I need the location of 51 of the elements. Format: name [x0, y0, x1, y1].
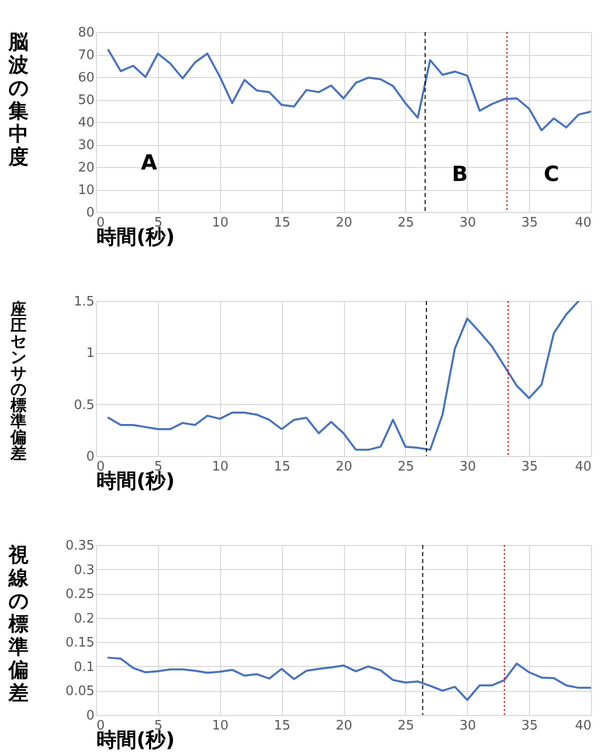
y-tick-label: 30 [78, 138, 94, 153]
y-tick-label: 0 [86, 206, 94, 220]
x-tick-label: 40 [574, 460, 592, 474]
x-tick-label: 25 [398, 718, 414, 734]
annotation: B [452, 162, 468, 186]
x-tick-label: 35 [521, 216, 538, 230]
x-tick-label: 25 [398, 460, 414, 474]
annotation: A [140, 150, 158, 174]
y-tick-label: 50 [78, 93, 94, 108]
x-tick-label: 40 [574, 216, 592, 230]
x-tick-label: 10 [212, 460, 229, 474]
y-tick-label: 0.1 [74, 660, 94, 675]
y-tick-label: 10 [78, 183, 94, 198]
line-series [107, 49, 591, 132]
y-tick-label: 0.35 [66, 538, 94, 554]
text: 座圧センサの標準偏差 [10, 300, 26, 462]
y-tick-label: 0 [86, 708, 94, 724]
y-tick-label: 0.15 [66, 636, 94, 651]
y-tick-label: 20 [78, 160, 94, 176]
x-tick-label: 15 [274, 718, 290, 734]
y-tick-label: 0.05 [66, 684, 94, 700]
y-tick-label: 0.25 [66, 587, 94, 602]
y-tick-label: 1.5 [74, 294, 94, 310]
x-tick-label: 20 [336, 718, 352, 734]
x-tick-label: 40 [574, 718, 592, 734]
x-tick-label: 30 [459, 718, 476, 734]
x-tick-label: 15 [274, 460, 290, 474]
line-series [107, 301, 580, 451]
y-tick-label: 0.5 [74, 398, 94, 413]
y-axis-title: 視線の標準偏差 [8, 542, 30, 704]
annotation: C [544, 162, 560, 186]
x-tick-label: 35 [521, 460, 538, 474]
x-tick-label: 30 [459, 216, 476, 230]
x-tick-label: 10 [212, 718, 229, 734]
y-tick-label: 0.2 [74, 611, 94, 626]
y-tick-label: 0.3 [74, 562, 94, 578]
x-tick-label: 35 [521, 718, 538, 734]
y-tick-label: 60 [78, 70, 94, 86]
x-tick-label: 30 [459, 460, 476, 474]
x-tick-label: 15 [274, 216, 290, 230]
y-tick-label: 40 [78, 116, 94, 130]
line-series [107, 656, 591, 701]
x-tick-label: 20 [336, 216, 352, 230]
y-tick-label: 0 [86, 450, 94, 464]
y-tick-label: 1 [86, 346, 94, 362]
x-tick-label: 25 [398, 216, 414, 230]
x-tick-label: 10 [212, 216, 229, 230]
y-axis-title: 脳波の集中度 [8, 30, 28, 168]
y-tick-label: 80 [78, 26, 94, 40]
x-tick-label: 20 [336, 460, 352, 474]
y-tick-label: 70 [78, 48, 94, 63]
